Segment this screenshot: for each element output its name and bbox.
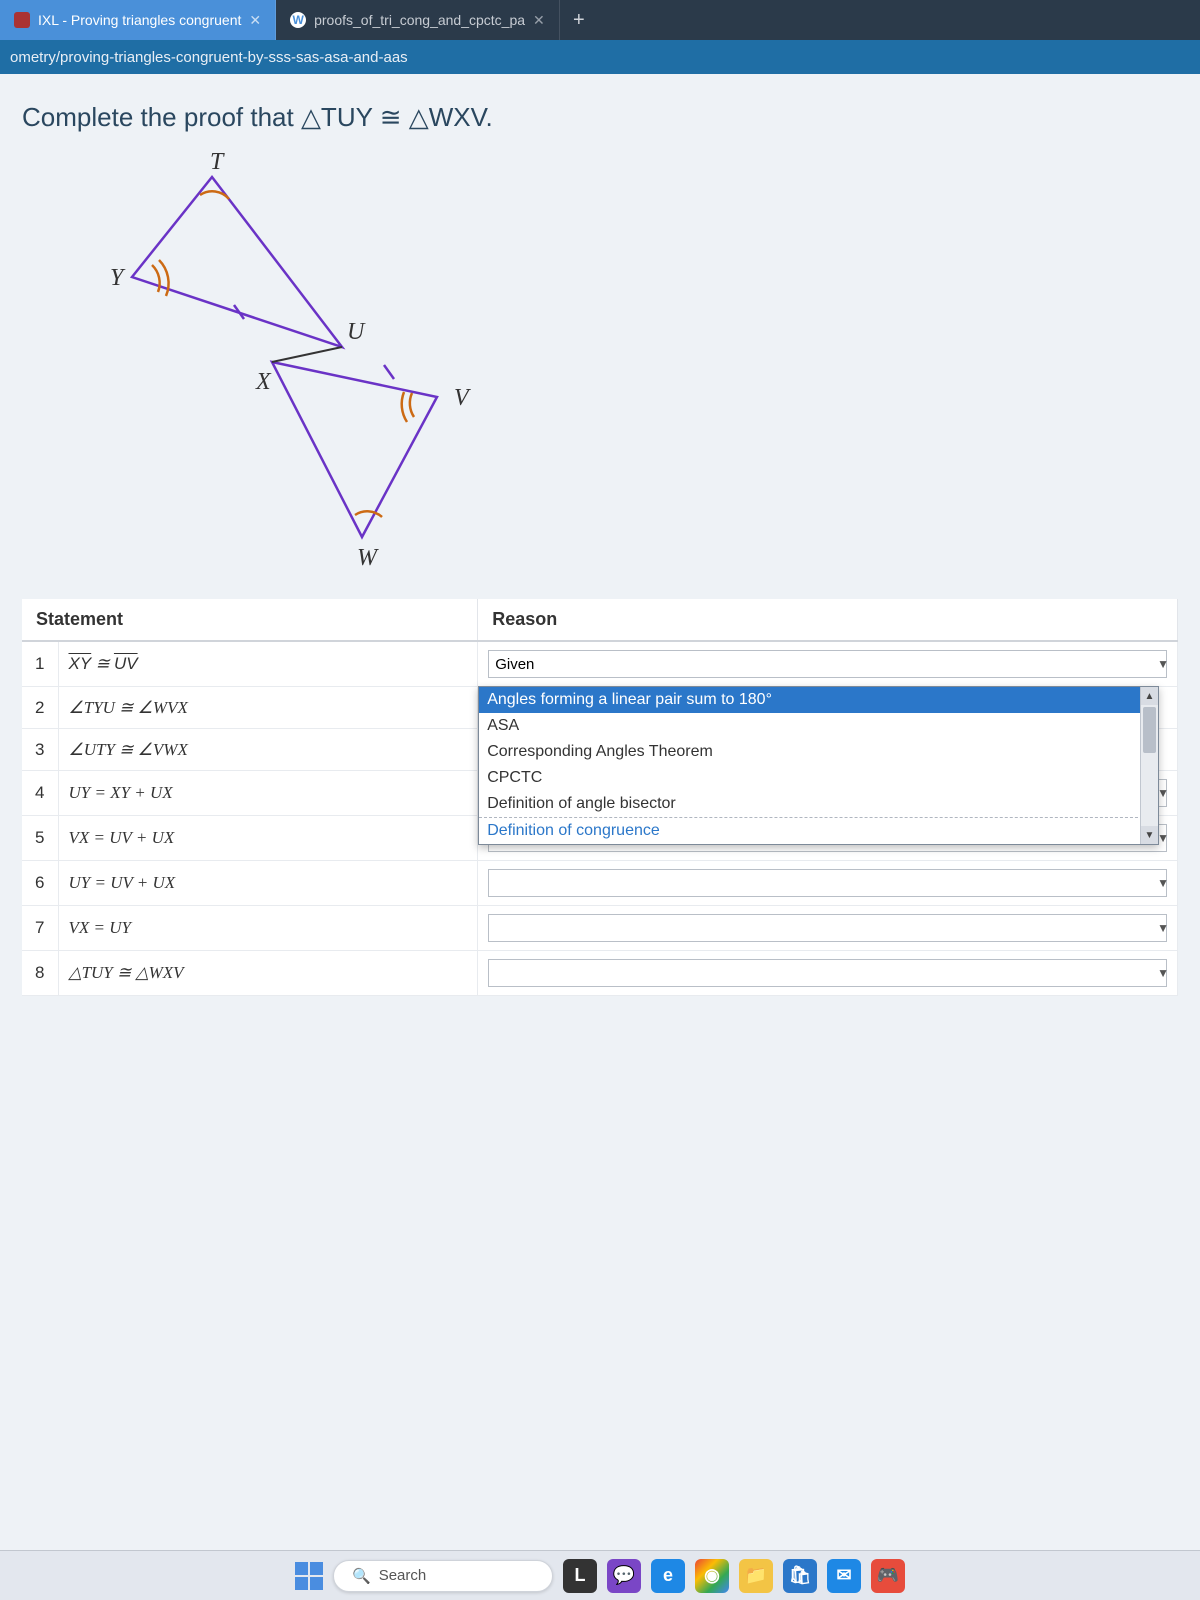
triangle-diagram: T Y X U V W xyxy=(62,147,542,577)
browser-tab-strip: IXL - Proving triangles congruent ✕ W pr… xyxy=(0,0,1200,40)
chevron-down-icon[interactable]: ▼ xyxy=(1157,966,1169,980)
search-icon: 🔍 xyxy=(352,1567,371,1585)
tab-close-icon[interactable]: ✕ xyxy=(533,12,545,29)
vertex-label-t: T xyxy=(210,149,225,175)
taskbar-icon-edge[interactable]: e xyxy=(651,1559,685,1593)
reason-cell-6[interactable]: ▼ xyxy=(478,861,1178,906)
table-row: 7 VX = UY ▼ xyxy=(22,906,1178,951)
dropdown-option[interactable]: Corresponding Angles Theorem xyxy=(479,739,1158,765)
statement-cell: VX = UY xyxy=(58,906,478,951)
taskbar-icon-chrome[interactable]: ◉ xyxy=(695,1559,729,1593)
reason-input-8[interactable] xyxy=(488,959,1167,987)
tab-favicon-ixl xyxy=(14,12,30,28)
row-number: 4 xyxy=(22,771,58,816)
row-number: 2 xyxy=(22,687,58,729)
chevron-down-icon[interactable]: ▼ xyxy=(1157,921,1169,935)
url-text: ometry/proving-triangles-congruent-by-ss… xyxy=(10,49,408,66)
row-number: 5 xyxy=(22,816,58,861)
tab-close-icon[interactable]: ✕ xyxy=(249,12,261,29)
table-row: 6 UY = UV + UX ▼ xyxy=(22,861,1178,906)
statement-cell: ∠UTY ≅ ∠VWX xyxy=(58,729,478,771)
url-bar[interactable]: ometry/proving-triangles-congruent-by-ss… xyxy=(0,40,1200,74)
statement-cell: UY = XY + UX xyxy=(58,771,478,816)
table-row: 1 XY ≅ UV ▼ Angles forming a linear pair… xyxy=(22,641,1178,687)
reason-cell-7[interactable]: ▼ xyxy=(478,906,1178,951)
taskbar-icon-app[interactable]: 🎮 xyxy=(871,1559,905,1593)
dropdown-scrollbar[interactable]: ▲ ▼ xyxy=(1140,687,1158,844)
table-row: 8 △TUY ≅ △WXV ▼ xyxy=(22,951,1178,996)
browser-tab-0[interactable]: IXL - Proving triangles congruent ✕ xyxy=(0,0,276,40)
start-button[interactable] xyxy=(295,1562,323,1590)
tab-title: proofs_of_tri_cong_and_cpctc_pa xyxy=(314,12,525,28)
dropdown-option[interactable]: Definition of angle bisector xyxy=(479,791,1158,817)
row-number: 8 xyxy=(22,951,58,996)
statement-cell: △TUY ≅ △WXV xyxy=(58,951,478,996)
reason-cell-1[interactable]: ▼ Angles forming a linear pair sum to 18… xyxy=(478,641,1178,687)
row-number: 1 xyxy=(22,641,58,687)
vertex-label-v: V xyxy=(454,385,471,411)
tab-title: IXL - Proving triangles congruent xyxy=(38,12,241,28)
reason-input-7[interactable] xyxy=(488,914,1167,942)
taskbar-icon-l[interactable]: L xyxy=(563,1559,597,1593)
question-prompt: Complete the proof that △TUY ≅ △WXV. xyxy=(22,102,1178,133)
scroll-up-icon[interactable]: ▲ xyxy=(1141,687,1158,705)
taskbar-icon-store[interactable]: 🛍 xyxy=(783,1559,817,1593)
taskbar-search[interactable]: 🔍 Search xyxy=(333,1560,553,1592)
chevron-down-icon[interactable]: ▼ xyxy=(1157,876,1169,890)
vertex-label-y: Y xyxy=(110,265,126,291)
col-header-statement: Statement xyxy=(22,599,478,641)
dropdown-option[interactable]: Angles forming a linear pair sum to 180° xyxy=(479,687,1158,713)
taskbar-icon-chat[interactable]: 💬 xyxy=(607,1559,641,1593)
vertex-label-w: W xyxy=(357,545,379,571)
vertex-label-x: X xyxy=(255,369,272,395)
proof-table: Statement Reason 1 XY ≅ UV ▼ Angles form… xyxy=(22,599,1178,996)
col-header-reason: Reason xyxy=(478,599,1178,641)
reason-cell-8[interactable]: ▼ xyxy=(478,951,1178,996)
tab-favicon-word: W xyxy=(290,12,306,28)
reason-input-1[interactable] xyxy=(488,650,1167,678)
chevron-down-icon[interactable]: ▼ xyxy=(1157,657,1169,671)
new-tab-button[interactable]: + xyxy=(560,0,598,40)
reason-input-6[interactable] xyxy=(488,869,1167,897)
row-number: 3 xyxy=(22,729,58,771)
statement-cell: ∠TYU ≅ ∠WVX xyxy=(58,687,478,729)
dropdown-option[interactable]: ASA xyxy=(479,713,1158,739)
taskbar-icon-mail[interactable]: ✉ xyxy=(827,1559,861,1593)
statement-cell: UY = UV + UX xyxy=(58,861,478,906)
dropdown-option[interactable]: Definition of congruence xyxy=(479,817,1158,844)
dropdown-option[interactable]: CPCTC xyxy=(479,765,1158,791)
scroll-thumb[interactable] xyxy=(1143,707,1156,753)
windows-taskbar: 🔍 Search L 💬 e ◉ 📁 🛍 ✉ 🎮 xyxy=(0,1550,1200,1600)
scroll-down-icon[interactable]: ▼ xyxy=(1141,826,1158,844)
row-number: 7 xyxy=(22,906,58,951)
page-content: Complete the proof that △TUY ≅ △WXV. T xyxy=(0,74,1200,1550)
statement-cell: XY ≅ UV xyxy=(58,641,478,687)
taskbar-icon-explorer[interactable]: 📁 xyxy=(739,1559,773,1593)
row-number: 6 xyxy=(22,861,58,906)
reason-dropdown: Angles forming a linear pair sum to 180°… xyxy=(478,686,1159,845)
browser-tab-1[interactable]: W proofs_of_tri_cong_and_cpctc_pa ✕ xyxy=(276,0,560,40)
statement-cell: VX = UV + UX xyxy=(58,816,478,861)
vertex-label-u: U xyxy=(347,319,366,345)
search-placeholder: Search xyxy=(379,1567,427,1584)
